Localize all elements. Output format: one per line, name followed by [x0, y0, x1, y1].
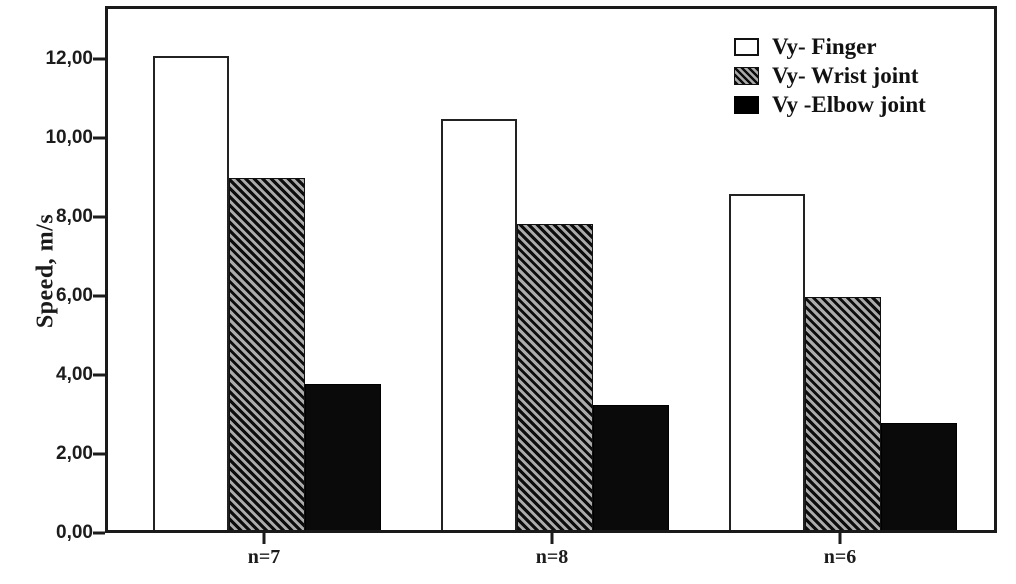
bar-white-n=7: [153, 56, 229, 530]
y-tick-mark: [93, 452, 105, 456]
legend-item-black: Vy -Elbow joint: [734, 90, 926, 119]
x-tick-mark: [838, 533, 842, 544]
bar-group-n=7: [153, 56, 381, 530]
legend-swatch-white-icon: [734, 37, 759, 56]
y-tick-label: 4,00: [56, 363, 93, 385]
bar-white-n=8: [441, 119, 517, 530]
y-tick-mark: [93, 294, 105, 298]
legend-label: Vy -Elbow joint: [772, 91, 926, 117]
legend-label: Vy- Wrist joint: [772, 62, 919, 88]
bar-black-n=8: [593, 405, 669, 530]
bar-hatched-n=6: [805, 297, 881, 530]
legend-item-white: Vy- Finger: [734, 32, 926, 61]
x-tick-mark: [262, 533, 266, 544]
bar-white-n=6: [729, 194, 805, 530]
y-tick-mark: [93, 373, 105, 377]
bar-group-n=6: [729, 194, 957, 530]
bar-black-n=7: [305, 384, 381, 530]
legend: Vy- Finger Vy- Wrist joint Vy -Elbow joint: [734, 32, 926, 119]
x-tick-label-n=6: n=6: [823, 546, 857, 568]
bar-hatched-n=7: [229, 178, 305, 530]
y-tick-mark: [93, 136, 105, 140]
y-tick-label: 2,00: [56, 442, 93, 464]
y-tick-label: 8,00: [56, 205, 93, 227]
bar-hatched-n=8: [517, 224, 593, 530]
bar-group-n=8: [441, 119, 669, 530]
legend-label: Vy- Finger: [772, 33, 877, 59]
legend-swatch-hatched-icon: [734, 66, 759, 85]
x-tick-mark: [550, 533, 554, 544]
y-tick-label: 0,00: [56, 522, 93, 543]
plot-area: [105, 6, 997, 533]
y-tick-label: 10,00: [45, 126, 93, 148]
y-tick-label: 12,00: [45, 47, 93, 69]
legend-swatch-black-icon: [734, 95, 759, 114]
y-tick-mark: [93, 215, 105, 219]
x-tick-label-n=8: n=8: [535, 546, 569, 568]
y-tick-label: 6,00: [56, 284, 93, 306]
bar-black-n=6: [881, 423, 957, 530]
y-tick-mark: [93, 531, 105, 535]
x-tick-label-n=7: n=7: [247, 546, 281, 568]
y-tick-mark: [93, 57, 105, 61]
legend-item-hatched: Vy- Wrist joint: [734, 61, 926, 90]
y-axis-title: Speed, m/s: [32, 213, 59, 329]
